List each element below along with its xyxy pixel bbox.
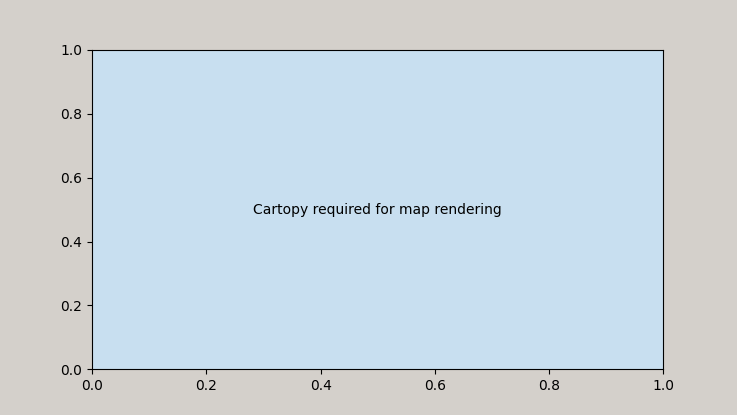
Text: Cartopy required for map rendering: Cartopy required for map rendering [254, 203, 502, 217]
